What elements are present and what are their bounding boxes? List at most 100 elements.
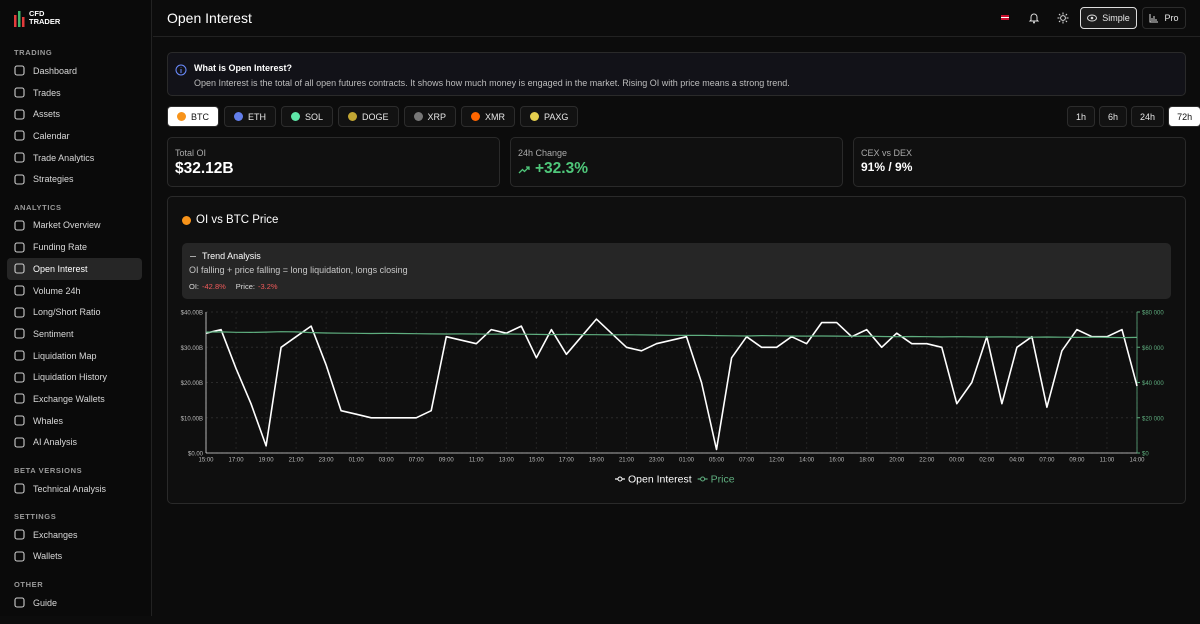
nav-icon <box>14 285 25 296</box>
y2-tick-label: $40 000 <box>1142 381 1164 387</box>
nav-label: Exchange Wallets <box>33 393 105 404</box>
nav-icon <box>14 483 25 494</box>
stat-value: 91% / 9% <box>861 160 913 174</box>
nav-item[interactable]: Liquidation Map <box>7 345 142 367</box>
logo-text: TRADER <box>29 17 61 26</box>
nav-item[interactable]: Guide <box>7 592 142 614</box>
nav-item[interactable]: Wallets <box>7 546 142 568</box>
nav-label: Whales <box>33 415 64 426</box>
icon-shape <box>14 285 25 296</box>
icon-shape <box>14 415 25 426</box>
nav-label: Technical Analysis <box>33 483 107 494</box>
timeframe-tab[interactable]: 24h <box>1131 106 1165 127</box>
y-tick-label: $10.00B <box>181 416 203 422</box>
chart-title: OI vs BTC Price <box>196 214 279 226</box>
icon-shape <box>14 372 25 383</box>
icon-shape <box>14 263 25 274</box>
pro-button[interactable]: Pro <box>1142 7 1186 29</box>
x-tick-label: 21:00 <box>289 458 305 464</box>
coin-tab[interactable]: PAXG <box>520 106 579 127</box>
nav-item[interactable]: Dashboard <box>7 60 142 82</box>
coin-label: DOGE <box>362 111 389 122</box>
nav-item[interactable]: Liquidation History <box>7 366 142 388</box>
stat-value: +32.3% <box>535 160 589 177</box>
page-title: Open Interest <box>167 10 252 26</box>
trend-title: Trend Analysis <box>202 251 261 261</box>
y-tick-label: $20.00B <box>181 381 203 387</box>
nav-item[interactable]: Assets <box>7 103 142 125</box>
coin-icon <box>177 112 186 121</box>
nav-item[interactable]: Sentiment <box>7 323 142 345</box>
nav-item[interactable]: Market Overview <box>7 215 142 237</box>
nav-item[interactable]: Technical Analysis <box>7 478 142 500</box>
timeframe-tab[interactable]: 72h <box>1168 106 1200 127</box>
nav-item[interactable]: Exchanges <box>7 524 142 546</box>
nav-icon <box>14 174 25 185</box>
coin-tab[interactable]: XRP <box>403 106 457 127</box>
nav-item[interactable]: Funding Rate <box>7 236 142 258</box>
icon-shape <box>14 109 25 120</box>
x-tick-label: 22:00 <box>919 458 935 464</box>
nav-item[interactable]: Trade Analytics <box>7 147 142 169</box>
coin-icon <box>471 112 481 121</box>
nav-label: Calendar <box>33 130 70 141</box>
theme-icon[interactable] <box>1057 12 1069 24</box>
coin-tab[interactable]: SOL <box>281 106 334 127</box>
section-heading: OTHER <box>14 579 44 589</box>
coin-icon <box>413 112 423 121</box>
nav-item[interactable]: Open Interest <box>7 258 142 280</box>
stat-label: Total OI <box>175 148 207 158</box>
section-heading: SETTINGS <box>14 511 57 521</box>
nav-item[interactable]: Whales <box>7 410 142 432</box>
x-tick-label: 14:00 <box>799 458 815 464</box>
icon-shape <box>14 328 25 339</box>
nav-item[interactable]: Volume 24h <box>7 280 142 302</box>
icon-shape <box>14 130 25 141</box>
coin-tab[interactable]: DOGE <box>338 106 399 127</box>
icon-shape <box>14 483 25 494</box>
nav-item[interactable]: Calendar <box>7 125 142 147</box>
stat-label: CEX vs DEX <box>861 148 913 158</box>
timeframe-tab[interactable]: 1h <box>1067 106 1096 127</box>
x-tick-label: 09:00 <box>1069 458 1085 464</box>
y-tick-label: $40.00B <box>181 311 203 317</box>
trend-text: OI falling + price falling = long liquid… <box>189 265 408 275</box>
stat-card: Total OI $32.12B <box>167 137 500 187</box>
x-tick-label: 23:00 <box>319 458 335 464</box>
nav-item[interactable]: Long/Short Ratio <box>7 301 142 323</box>
nav-label: Trade Analytics <box>33 152 95 163</box>
simple-button[interactable]: Simple <box>1080 7 1137 29</box>
nav-label: Open Interest <box>33 263 88 274</box>
nav-item[interactable]: Exchange Wallets <box>7 388 142 410</box>
x-tick-label: 04:00 <box>1009 458 1025 464</box>
chart: $0.00 $10.00B $20.00B $30.00B $40.00B $0 $20 0… <box>181 311 1165 486</box>
logo-text: CFD <box>29 9 45 18</box>
nav-icon <box>14 152 25 163</box>
coin-tab[interactable]: XMR <box>461 106 516 127</box>
stat-row: +32.3% <box>518 160 588 178</box>
nav-item[interactable]: Trades <box>7 82 142 104</box>
stat-value: $32.12B <box>175 160 234 177</box>
nav-label: Liquidation Map <box>33 350 97 361</box>
icon-shape <box>14 551 25 562</box>
legend-symbol <box>700 476 706 482</box>
timeframe-tab[interactable]: 6h <box>1099 106 1128 127</box>
nav-item[interactable]: Strategies <box>7 168 142 190</box>
x-tick-label: 18:00 <box>859 458 875 464</box>
x-tick-label: 23:00 <box>649 458 665 464</box>
nav-label: Market Overview <box>33 220 101 231</box>
flag-icon[interactable] <box>998 12 1012 24</box>
coin-tab[interactable]: BTC <box>167 106 219 127</box>
trend-icon <box>190 255 196 257</box>
nav-icon <box>14 415 25 426</box>
bell-icon[interactable] <box>1028 12 1040 24</box>
x-tick-label: 09:00 <box>439 458 455 464</box>
icon-shape <box>518 165 530 173</box>
icon-shape <box>14 242 25 253</box>
icon-shape <box>14 65 25 76</box>
x-tick-label: 17:00 <box>229 458 245 464</box>
legend-label: Price <box>711 474 735 486</box>
nav-item[interactable]: AI Analysis <box>7 432 142 454</box>
coin-tab[interactable]: ETH <box>224 106 276 127</box>
